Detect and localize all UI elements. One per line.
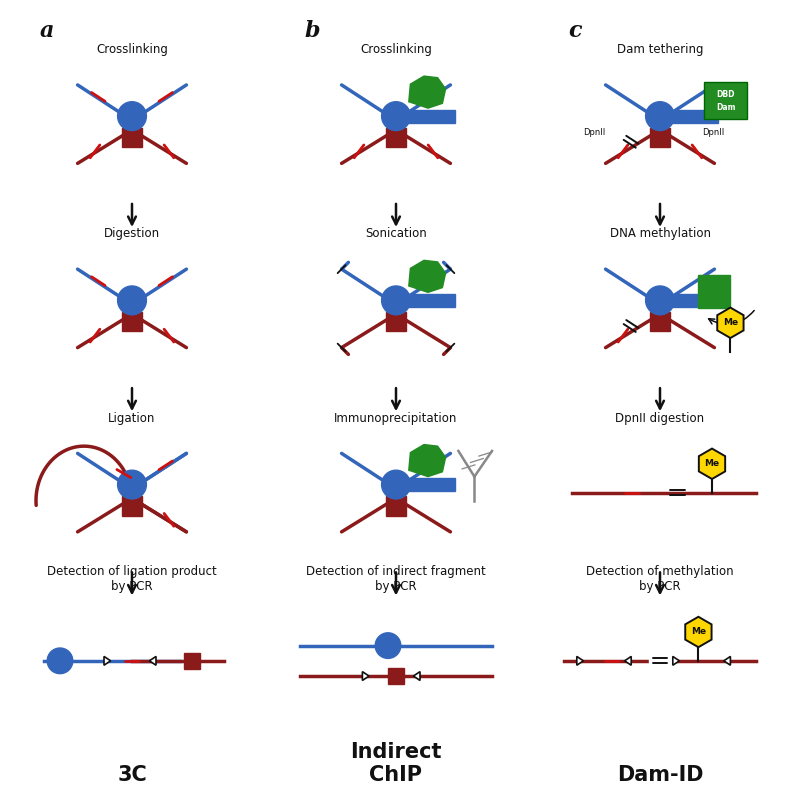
Text: c: c <box>568 20 582 42</box>
Bar <box>122 497 142 516</box>
Text: Crosslinking: Crosslinking <box>96 43 168 56</box>
Bar <box>122 128 142 147</box>
Text: Dam tethering: Dam tethering <box>617 43 703 56</box>
Circle shape <box>646 102 674 131</box>
Polygon shape <box>362 671 369 681</box>
Bar <box>650 128 670 147</box>
Text: Sonication: Sonication <box>365 227 427 240</box>
Bar <box>122 312 142 332</box>
Circle shape <box>47 648 73 674</box>
Text: DpnII: DpnII <box>702 127 724 137</box>
Text: 3C: 3C <box>117 765 147 785</box>
Text: a: a <box>40 20 54 42</box>
Bar <box>650 312 670 332</box>
Text: Me: Me <box>691 627 706 637</box>
Circle shape <box>118 286 146 315</box>
Bar <box>401 294 455 307</box>
Bar <box>386 312 406 332</box>
Polygon shape <box>724 657 730 665</box>
Polygon shape <box>718 308 743 338</box>
Text: Detection of ligation product
by PCR: Detection of ligation product by PCR <box>47 565 217 593</box>
Text: Me: Me <box>723 318 738 328</box>
Text: Detection of methylation
by PCR: Detection of methylation by PCR <box>586 565 734 593</box>
Text: Immunoprecipitation: Immunoprecipitation <box>334 412 458 425</box>
Circle shape <box>382 286 410 315</box>
Text: DpnII digestion: DpnII digestion <box>615 412 705 425</box>
Polygon shape <box>699 449 725 479</box>
Circle shape <box>375 633 401 658</box>
Bar <box>655 294 710 307</box>
Circle shape <box>118 470 146 499</box>
Polygon shape <box>673 657 679 665</box>
Text: Dam-ID: Dam-ID <box>617 765 703 785</box>
Bar <box>663 110 718 123</box>
Bar <box>388 668 404 684</box>
Circle shape <box>646 286 674 315</box>
Text: b: b <box>304 20 319 42</box>
Bar <box>184 653 200 669</box>
Polygon shape <box>150 657 156 665</box>
Text: DBD: DBD <box>716 90 735 99</box>
Polygon shape <box>409 76 446 108</box>
Circle shape <box>118 102 146 131</box>
Text: DpnII: DpnII <box>583 127 606 137</box>
Bar <box>401 478 455 491</box>
FancyBboxPatch shape <box>704 82 747 119</box>
Bar <box>698 275 730 308</box>
Text: Me: Me <box>705 459 719 469</box>
Text: Ligation: Ligation <box>108 412 156 425</box>
Circle shape <box>382 470 410 499</box>
Polygon shape <box>104 657 110 665</box>
Text: Crosslinking: Crosslinking <box>360 43 432 56</box>
Polygon shape <box>625 657 631 665</box>
Text: Indirect
ChIP: Indirect ChIP <box>350 742 442 785</box>
Text: Detection of indirect fragment
by PCR: Detection of indirect fragment by PCR <box>306 565 486 593</box>
Polygon shape <box>577 657 583 665</box>
Bar <box>401 110 455 123</box>
Polygon shape <box>686 617 711 647</box>
Circle shape <box>382 102 410 131</box>
Polygon shape <box>409 445 446 477</box>
Polygon shape <box>414 671 420 681</box>
Bar <box>386 128 406 147</box>
Polygon shape <box>409 260 446 292</box>
Text: Dam: Dam <box>716 103 735 111</box>
Bar <box>386 497 406 516</box>
Text: DNA methylation: DNA methylation <box>610 227 710 240</box>
Text: Digestion: Digestion <box>104 227 160 240</box>
